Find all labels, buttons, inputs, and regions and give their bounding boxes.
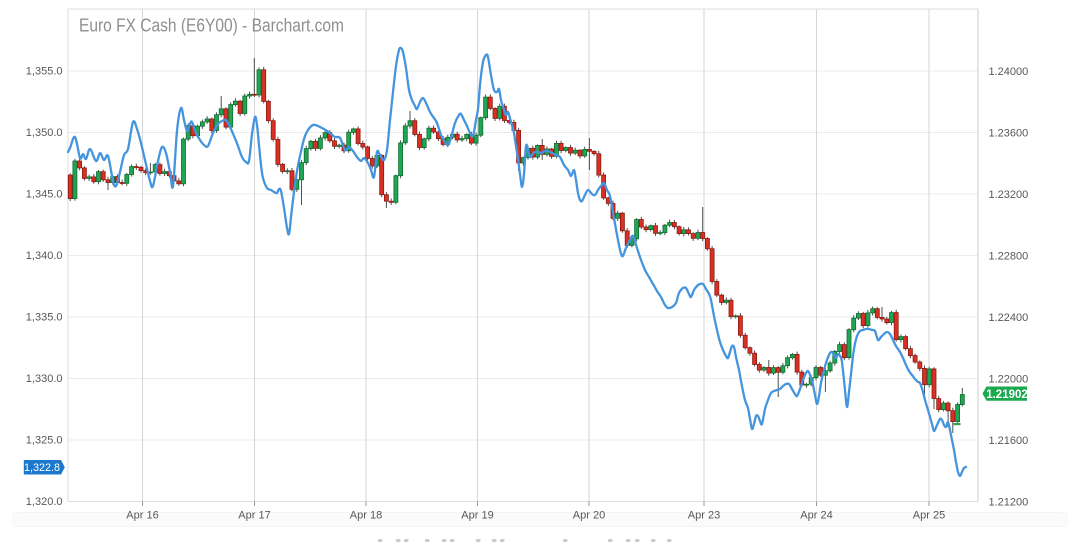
svg-text:1.22400: 1.22400 xyxy=(989,312,1029,324)
svg-text:Apr 17: Apr 17 xyxy=(238,510,270,522)
svg-text:Apr 23: Apr 23 xyxy=(688,510,720,522)
svg-text:1,335.0: 1,335.0 xyxy=(26,311,63,323)
svg-text:1.23200: 1.23200 xyxy=(989,189,1029,201)
svg-text:1,355.0: 1,355.0 xyxy=(26,65,63,77)
svg-text:1.23600: 1.23600 xyxy=(989,127,1029,139)
svg-text:Apr 25: Apr 25 xyxy=(913,510,945,522)
svg-text:1,322.8: 1,322.8 xyxy=(24,462,60,474)
svg-text:1,350.0: 1,350.0 xyxy=(26,127,63,139)
svg-text:1,330.0: 1,330.0 xyxy=(26,373,63,385)
svg-text:1,320.0: 1,320.0 xyxy=(26,496,63,508)
svg-text:Apr 24: Apr 24 xyxy=(800,510,832,522)
svg-text:1,345.0: 1,345.0 xyxy=(26,188,63,200)
svg-text:1.21600: 1.21600 xyxy=(989,435,1029,447)
svg-text:1.21902: 1.21902 xyxy=(986,389,1028,401)
svg-text:Apr 19: Apr 19 xyxy=(461,510,493,522)
svg-text:1.21200: 1.21200 xyxy=(989,496,1029,508)
svg-text:1,340.0: 1,340.0 xyxy=(26,250,63,262)
svg-text:Apr 20: Apr 20 xyxy=(573,510,605,522)
svg-text:1.24000: 1.24000 xyxy=(989,66,1029,78)
svg-text:Apr 16: Apr 16 xyxy=(126,510,158,522)
svg-text:1.22800: 1.22800 xyxy=(989,250,1029,262)
svg-text:Euro FX Cash (E6Y00) - Barchar: Euro FX Cash (E6Y00) - Barchart.com xyxy=(79,15,344,36)
svg-text:Apr 18: Apr 18 xyxy=(350,510,382,522)
svg-text:1,325.0: 1,325.0 xyxy=(26,434,63,446)
svg-text:1.22000: 1.22000 xyxy=(989,373,1029,385)
